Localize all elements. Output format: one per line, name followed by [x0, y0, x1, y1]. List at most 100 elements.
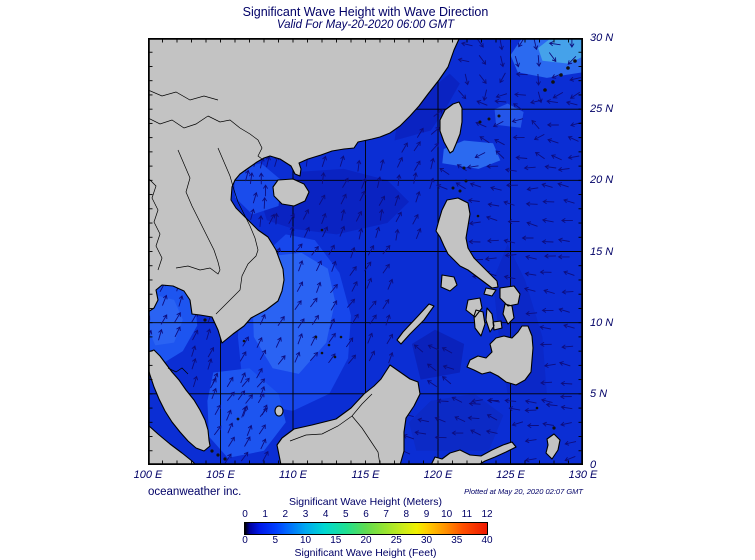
landmass-asia-mainland	[148, 38, 460, 344]
wave-direction-arrow	[349, 266, 357, 276]
wave-direction-arrow	[412, 213, 419, 225]
wave-direction-arrow	[486, 238, 499, 244]
wave-direction-arrow	[524, 457, 537, 463]
map-area	[148, 38, 583, 465]
wave-direction-arrow	[361, 177, 367, 189]
wave-direction-arrow	[460, 41, 473, 47]
wave-direction-arrow	[429, 177, 435, 190]
wave-direction-arrow	[526, 423, 539, 429]
wave-direction-arrow	[342, 177, 349, 188]
colorbar-feet-tick: 10	[299, 535, 312, 546]
wave-direction-arrow	[436, 398, 449, 404]
colorbar-meter-tick: 9	[423, 509, 430, 520]
wave-direction-arrow	[430, 142, 440, 152]
latitude-label: 15 N	[590, 245, 614, 258]
wave-direction-arrow	[241, 406, 247, 418]
wave-direction-arrow	[226, 376, 234, 388]
wave-direction-arrow	[241, 377, 250, 387]
wave-direction-arrow	[521, 235, 534, 241]
colorbar-meter-tick: 1	[262, 509, 268, 520]
colorbar-meter-tick: 12	[481, 509, 493, 520]
wave-direction-arrow	[213, 425, 222, 436]
wave-direction-arrow	[214, 404, 221, 416]
landmass-luzon	[435, 197, 499, 289]
wave-direction-arrow	[368, 350, 376, 362]
wave-direction-arrow	[297, 333, 304, 345]
wave-direction-arrow	[379, 158, 385, 171]
wave-direction-arrow	[433, 109, 443, 117]
wave-direction-arrow	[211, 387, 218, 400]
border-line	[177, 149, 221, 271]
colorbar-feet-tick: 25	[390, 535, 402, 546]
wave-direction-arrow	[526, 186, 539, 192]
wave-direction-arrow	[249, 172, 254, 184]
wave-direction-arrow	[294, 351, 301, 363]
wave-direction-arrow	[178, 295, 184, 307]
wave-direction-arrow	[351, 281, 358, 292]
wave-direction-arrow	[258, 172, 264, 185]
latitude-label: 25 N	[590, 103, 614, 116]
wave-direction-arrow	[348, 354, 357, 364]
landmass-hainan	[272, 178, 310, 207]
wave-height-region-14	[233, 163, 282, 215]
colorbar-feet-tick: 35	[451, 535, 463, 546]
wave-direction-arrow	[546, 122, 559, 128]
wave-direction-arrow	[413, 141, 421, 152]
wave-direction-arrow	[206, 328, 212, 340]
wave-direction-arrow	[455, 182, 466, 190]
wave-direction-arrow	[417, 417, 429, 423]
wave-direction-arrow	[495, 150, 505, 159]
border-line	[148, 89, 219, 101]
plotted-timestamp: Plotted at May 20, 2020 02:07 GMT	[464, 487, 583, 496]
wave-direction-arrow	[485, 215, 498, 222]
wave-direction-arrow	[382, 244, 391, 255]
wave-direction-arrow	[552, 92, 564, 99]
wave-direction-arrow	[557, 182, 569, 188]
colorbar-title-meters: Significant Wave Height (Meters)	[288, 496, 443, 508]
wave-direction-arrow	[569, 38, 575, 48]
wave-direction-arrow	[570, 121, 582, 127]
chart-title: Significant Wave Height with Wave Direct…	[242, 5, 489, 19]
wave-direction-arrow	[412, 172, 418, 184]
colorbar-feet-scale: 0 5 10 15 20 25 30 35 40	[242, 535, 492, 547]
wave-direction-arrow	[561, 289, 574, 295]
wave-direction-arrow	[451, 430, 464, 436]
wave-direction-arrow	[226, 409, 232, 421]
wave-direction-arrow	[490, 185, 502, 191]
wave-direction-arrow	[277, 315, 285, 326]
wave-direction-arrow	[533, 38, 539, 51]
wave-direction-arrow	[385, 314, 391, 326]
wave-direction-arrow	[561, 344, 574, 350]
border-line	[148, 115, 209, 129]
colorbar-meter-tick: 7	[383, 509, 389, 520]
border-line	[289, 393, 373, 442]
wave-direction-arrow	[486, 163, 499, 169]
wave-direction-arrow	[564, 440, 577, 446]
wave-direction-arrow	[441, 347, 453, 354]
wave-direction-arrow	[244, 436, 251, 447]
wave-direction-arrow	[569, 91, 581, 99]
wave-direction-arrow	[328, 332, 336, 343]
wave-direction-arrow	[541, 217, 554, 223]
wave-direction-arrow	[346, 298, 356, 308]
wave-direction-arrow	[540, 398, 553, 404]
wave-direction-arrow	[504, 398, 517, 404]
border-line	[167, 367, 189, 375]
wave-height-region-10	[394, 73, 460, 141]
wave-direction-arrow	[339, 225, 346, 237]
wave-direction-arrow	[329, 318, 336, 330]
wave-direction-arrow	[174, 312, 181, 323]
wave-height-region-3	[442, 140, 501, 169]
wave-direction-arrow	[259, 313, 266, 325]
wave-direction-arrow	[387, 278, 394, 290]
wave-direction-arrow	[158, 328, 164, 341]
wave-direction-arrow	[321, 155, 327, 168]
wave-direction-arrow	[494, 138, 505, 146]
landmass-palawan	[396, 303, 435, 345]
wave-direction-arrow	[470, 429, 481, 436]
wave-direction-arrow	[487, 202, 500, 208]
wave-direction-arrow	[507, 219, 520, 225]
small-islands-layer	[203, 59, 577, 461]
wave-direction-arrow	[544, 164, 557, 170]
wave-direction-arrow	[416, 127, 424, 138]
